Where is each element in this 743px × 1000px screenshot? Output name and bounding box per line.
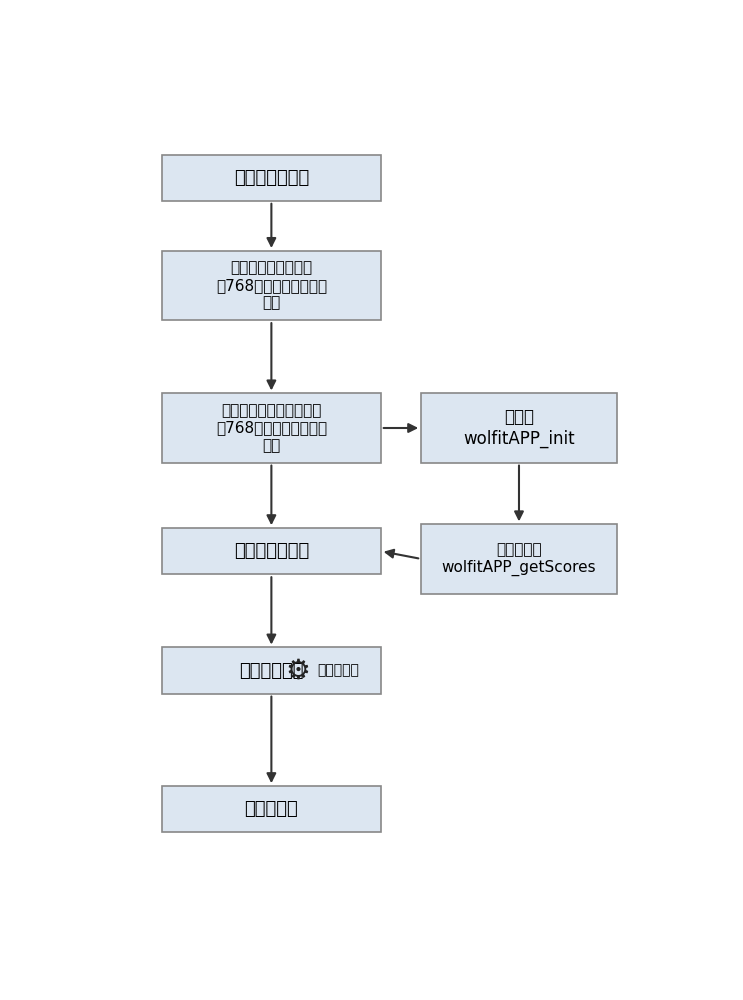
FancyBboxPatch shape xyxy=(421,393,617,463)
Text: 相似度百分比: 相似度百分比 xyxy=(239,662,304,680)
Text: 初始化
wolfitAPP_init: 初始化 wolfitAPP_init xyxy=(463,408,575,448)
FancyBboxPatch shape xyxy=(162,647,381,694)
FancyBboxPatch shape xyxy=(162,393,381,463)
Text: 读取库特征码到矩阵
（768宽度，一个特征一
行）: 读取库特征码到矩阵 （768宽度，一个特征一 行） xyxy=(215,261,327,310)
Text: ⚙: ⚙ xyxy=(285,657,310,685)
Text: 相似度结果解析: 相似度结果解析 xyxy=(234,542,309,560)
FancyBboxPatch shape xyxy=(162,786,381,832)
Text: 最相似记录: 最相似记录 xyxy=(244,800,298,818)
Text: 相似度阈値: 相似度阈値 xyxy=(317,664,360,678)
FancyBboxPatch shape xyxy=(162,251,381,320)
Text: 相似度检测流程: 相似度检测流程 xyxy=(234,169,309,187)
Text: 读取待测试特征码到矩阵
（768宽度，一个特征一
行）: 读取待测试特征码到矩阵 （768宽度，一个特征一 行） xyxy=(215,403,327,453)
FancyBboxPatch shape xyxy=(162,155,381,201)
FancyBboxPatch shape xyxy=(421,524,617,594)
Text: 计算相似度
wolfitAPP_getScores: 计算相似度 wolfitAPP_getScores xyxy=(441,542,597,576)
FancyBboxPatch shape xyxy=(162,528,381,574)
